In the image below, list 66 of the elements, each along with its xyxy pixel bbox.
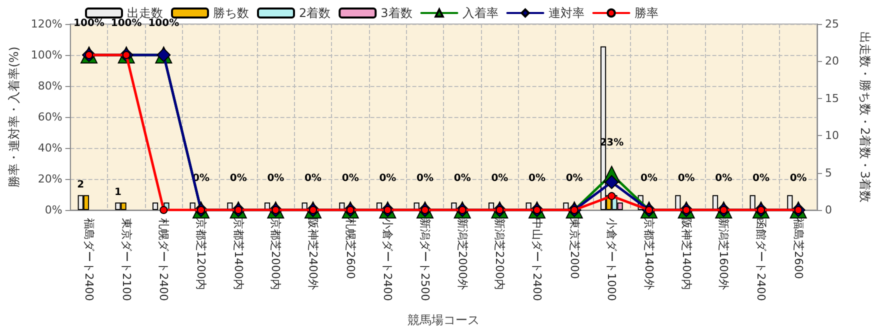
data-label: 100%	[110, 18, 142, 29]
data-label: 1	[114, 187, 122, 198]
data-label: 2	[77, 180, 84, 191]
data-label: 0%	[416, 173, 434, 184]
legend-label: 勝ち数	[213, 6, 249, 20]
point	[604, 175, 619, 190]
y-tick-label: 80%	[38, 80, 62, 92]
y-tick-label: 100%	[30, 48, 62, 62]
legend-label: 3着数	[380, 6, 412, 20]
legend-label: 2着数	[299, 6, 331, 20]
x-tick-label: 福島ダート2400	[82, 218, 96, 301]
data-label: 0%	[752, 173, 770, 184]
x-tick-label: 東京芝2000	[568, 218, 581, 279]
y-tick-label: 120%	[30, 18, 62, 30]
legend-label: 勝率	[634, 6, 658, 20]
x-tick-label: 小倉ダート2400	[381, 218, 394, 301]
legend-label: 入着率	[462, 6, 498, 20]
x-tick-label: 新潟芝1600外	[717, 218, 730, 290]
x-tick-label: 東京ダート2100	[120, 218, 133, 301]
data-label: 0%	[342, 173, 359, 184]
legend-label: 連対率	[548, 6, 584, 20]
x-axis-title: 競馬場コース	[408, 313, 480, 327]
y-axis-title: 勝率・連対率・入着率(%)	[7, 46, 21, 188]
x-tick-label: 京都芝1200内	[194, 218, 208, 290]
x-tick-label: 札幌ダート2400	[157, 218, 170, 301]
x-tick-label: 京都芝1400外	[642, 218, 656, 290]
data-label: 0%	[491, 173, 508, 184]
x-tick-label: 新潟ダート2500	[418, 218, 432, 301]
data-label: 0%	[304, 173, 322, 184]
x-tick-label: 福島芝2600	[792, 218, 805, 279]
data-label: 100%	[148, 18, 180, 29]
y-tick-label: 40%	[38, 142, 62, 154]
x-tick-label: 小倉ダート1000	[605, 218, 618, 301]
x-tick-label: 京都芝1400内	[232, 218, 245, 290]
y2-tick-label: 25	[825, 18, 839, 30]
y2-tick-label: 5	[825, 166, 832, 180]
data-label: 0%	[230, 173, 247, 184]
x-tick-label: 中山ダート2400	[530, 218, 544, 301]
y-tick-label: 20%	[38, 172, 62, 186]
point	[160, 206, 168, 214]
x-tick-label: 京都芝2000内	[269, 218, 282, 290]
data-label: 0%	[267, 173, 284, 184]
y-tick-label: 0%	[44, 204, 62, 216]
y2-axis-title: 出走数・勝ち数・2着数・3着数	[858, 31, 872, 203]
data-label: 100%	[74, 18, 104, 29]
x-tick-label: 函館ダート2400	[754, 218, 768, 301]
x-tick-label: 阪神芝1400内	[680, 218, 693, 290]
x-tick-label: 新潟芝2000外	[456, 218, 469, 290]
y-tick-label: 60%	[38, 110, 62, 124]
y2-tick-label: 20	[825, 54, 839, 68]
data-label: 0%	[454, 173, 471, 184]
data-label: 0%	[790, 173, 807, 184]
data-label: 0%	[678, 173, 695, 184]
data-label: 0%	[715, 173, 732, 184]
data-label: 0%	[379, 173, 396, 184]
data-label: 0%	[640, 173, 658, 184]
x-tick-label: 新潟芝2200内	[493, 218, 506, 290]
legend-label: 出走数	[127, 6, 163, 20]
point	[608, 192, 616, 200]
y2-tick-label: 0	[825, 204, 832, 216]
data-label: 0%	[528, 173, 546, 184]
y2-tick-label: 15	[825, 92, 839, 105]
data-label: 0%	[566, 173, 583, 184]
x-tick-label: 阪神芝2400外	[306, 218, 320, 290]
y2-tick-label: 10	[825, 129, 839, 142]
x-tick-label: 札幌芝2600	[344, 218, 357, 279]
